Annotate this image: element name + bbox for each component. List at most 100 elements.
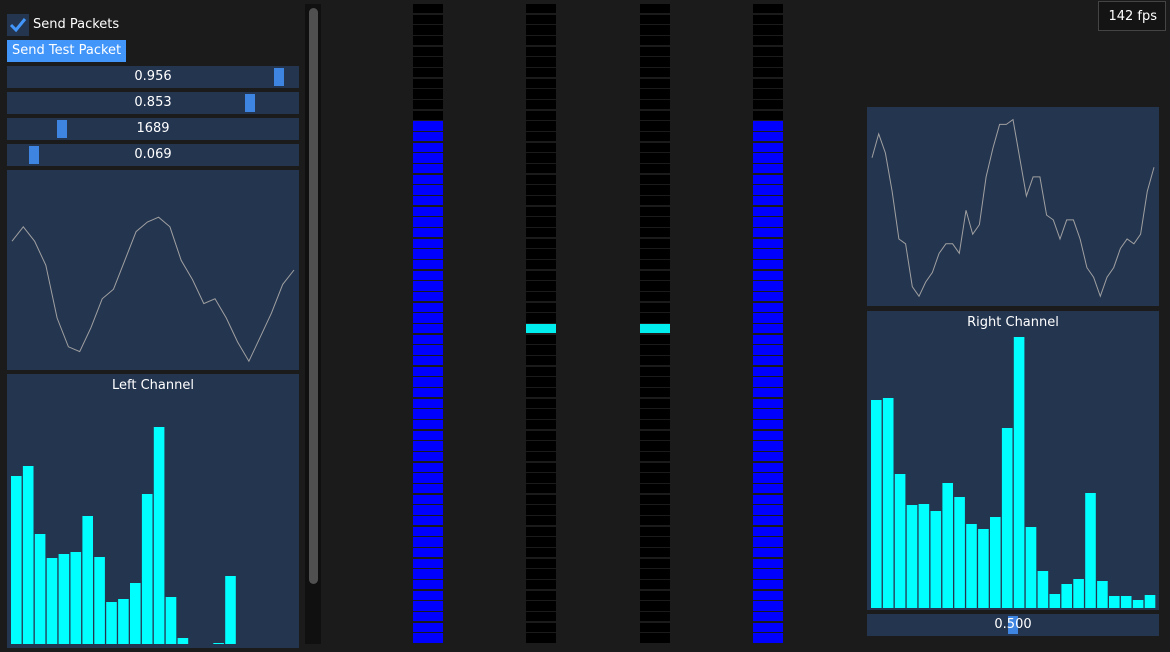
meter-cell [526, 121, 556, 131]
meter-cell [413, 430, 443, 441]
meter-cell [526, 494, 556, 505]
histogram-bar [1013, 337, 1025, 608]
meter-cell [526, 153, 556, 163]
meter-cell [413, 462, 443, 473]
histogram-bar [1097, 581, 1108, 608]
meter-cell [413, 57, 443, 67]
meter-cell [753, 612, 783, 622]
meter-cell [753, 580, 783, 590]
meter-cell [413, 409, 443, 419]
meter-cell [753, 46, 783, 57]
meter-cell [526, 281, 556, 291]
meter-cell [640, 89, 670, 99]
meter-cell [640, 78, 670, 89]
meter-cell [526, 196, 556, 206]
meter-cell [753, 526, 783, 537]
slider-knob[interactable] [56, 120, 67, 138]
meter-cell [526, 430, 556, 441]
meter-cell [526, 217, 556, 227]
histogram-bar [1049, 594, 1061, 608]
meter-cell [640, 228, 670, 238]
meter-cell [526, 334, 556, 345]
histogram-bar [141, 494, 153, 644]
meter-cell [753, 238, 783, 249]
meter-cell [753, 420, 783, 430]
meter-cell [753, 14, 783, 25]
meter-cell [526, 78, 556, 89]
send-test-packet-button[interactable]: Send Test Packet [7, 40, 127, 62]
meter-cell [753, 430, 783, 441]
meter-cell [753, 196, 783, 206]
meter-cell [526, 89, 556, 99]
meter-cell [640, 36, 670, 46]
param-slider-2[interactable]: 1689 [7, 118, 299, 140]
scrollbar-thumb[interactable] [309, 8, 318, 584]
slider-knob[interactable] [273, 68, 284, 86]
meter-cell [526, 4, 556, 14]
meter-cell [753, 324, 783, 334]
meter-cell [640, 484, 670, 494]
meter-cell [640, 324, 670, 334]
histogram-bar [213, 643, 224, 644]
meter-cell [640, 153, 670, 163]
meter-cell [640, 25, 670, 35]
meter-cell [640, 345, 670, 355]
meter-cell [753, 206, 783, 217]
meter-cell [640, 164, 670, 174]
meter-cell [753, 462, 783, 473]
histogram-bar [930, 511, 942, 608]
meter-cell [413, 420, 443, 430]
meter-cell [526, 462, 556, 473]
meter-cell [753, 78, 783, 89]
meter-cell [526, 420, 556, 430]
histogram-bar [978, 529, 989, 608]
meter-cell [753, 260, 783, 270]
right-waveform-plot [867, 107, 1159, 306]
meter-cell [413, 25, 443, 35]
meter-cell [640, 313, 670, 323]
histogram-bar [225, 576, 236, 644]
meter-cell [640, 558, 670, 569]
right-channel-slider[interactable]: 0.500 [867, 614, 1159, 636]
meter-cell [640, 46, 670, 57]
right-channel-histogram: Right Channel [867, 311, 1159, 610]
slider-knob[interactable] [29, 146, 40, 164]
meter-cell [640, 270, 670, 281]
meter-cell [413, 238, 443, 249]
histogram-bar [1109, 596, 1120, 608]
meter-cell [526, 388, 556, 398]
meter-cell [640, 377, 670, 387]
meter-cell [753, 217, 783, 227]
send-packets-checkbox[interactable] [7, 14, 29, 36]
meter-cell [413, 196, 443, 206]
param-slider-0[interactable]: 0.956 [7, 66, 299, 88]
param-slider-1[interactable]: 0.853 [7, 92, 299, 114]
param-slider-3[interactable]: 0.069 [7, 144, 299, 166]
meter-cell [526, 356, 556, 366]
meter-cell [526, 313, 556, 323]
meter-cell [413, 516, 443, 526]
histogram-bar [1120, 596, 1132, 608]
meter-cell [526, 302, 556, 313]
fps-counter: 142 fps [1098, 1, 1166, 31]
meter-cell [753, 494, 783, 505]
meter-cell [413, 153, 443, 163]
meter-cell [753, 228, 783, 238]
meter-cell [413, 633, 443, 643]
meter-cell [413, 36, 443, 46]
slider-knob[interactable] [1008, 616, 1018, 634]
slider-knob[interactable] [245, 94, 256, 112]
meter-cell [526, 548, 556, 558]
left-channel-histogram: Left Channel [7, 374, 299, 648]
send-packets-label: Send Packets [33, 17, 120, 32]
meter-cell [753, 174, 783, 185]
meter-cell [640, 121, 670, 131]
left-channel-title: Left Channel [112, 378, 194, 393]
meter-cell [526, 633, 556, 643]
slider-value: 1689 [136, 121, 170, 136]
meter-cell [526, 185, 556, 195]
meter-cell [526, 292, 556, 302]
meter-cell [413, 366, 443, 377]
meter-cell [640, 14, 670, 25]
meter-cell [753, 4, 783, 14]
